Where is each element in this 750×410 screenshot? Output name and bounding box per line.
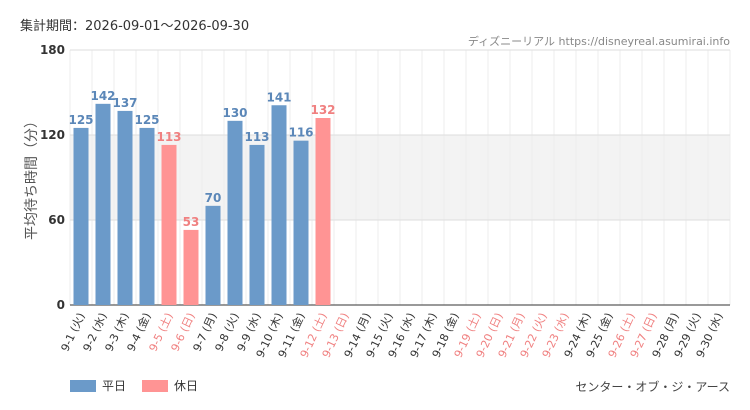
bar-value-label: 137: [112, 96, 137, 110]
legend-label-holiday: 休日: [174, 379, 199, 393]
bar[interactable]: [315, 118, 331, 305]
bar-value-label: 53: [183, 215, 200, 229]
bar-value-label: 125: [134, 113, 159, 127]
legend-swatch-weekday: [70, 379, 96, 392]
y-tick-label: 0: [57, 298, 65, 312]
bar[interactable]: [183, 229, 199, 305]
bar-value-label: 130: [222, 106, 247, 120]
bar[interactable]: [95, 103, 111, 305]
x-tick-labels: 9-1 (火)9-2 (水)9-3 (木)9-4 (金)9-5 (土)9-6 (…: [59, 310, 726, 359]
y-tick-label: 60: [48, 213, 65, 227]
bar[interactable]: [227, 120, 243, 305]
y-tick-label: 180: [40, 43, 65, 57]
bar[interactable]: [117, 110, 133, 306]
grid: [69, 49, 731, 306]
source-label: ディズニーリアル https://disneyreal.asumirai.inf…: [467, 35, 730, 48]
y-tick-labels: 0 60 120 180: [40, 43, 65, 312]
attraction-name: センター・オブ・ジ・アース: [575, 380, 730, 394]
bar-value-label: 116: [288, 126, 313, 140]
bar-value-label: 142: [90, 89, 115, 103]
bar[interactable]: [139, 127, 155, 306]
legend-label-weekday: 平日: [102, 379, 127, 393]
bar-value-label: 141: [266, 90, 291, 104]
bar-value-label: 113: [244, 130, 269, 144]
bar[interactable]: [271, 105, 287, 305]
bar[interactable]: [73, 127, 89, 306]
bar[interactable]: [161, 144, 177, 305]
bar-value-label: 70: [205, 191, 222, 205]
legend: 平日 休日: [70, 377, 214, 394]
bar-value-label: 132: [310, 103, 335, 117]
legend-swatch-holiday: [142, 379, 169, 392]
bar-value-label: 125: [68, 113, 93, 127]
y-axis-label: 平均待ち時間（分）: [24, 114, 40, 240]
bars: [73, 103, 331, 306]
bar[interactable]: [293, 140, 309, 305]
bar[interactable]: [249, 144, 265, 305]
period-label: 集計期間：2026-09-01～2026-09-30: [20, 19, 250, 34]
bar[interactable]: [205, 205, 221, 305]
legend-item-holiday[interactable]: 休日: [142, 377, 198, 394]
y-tick-label: 120: [40, 128, 65, 142]
bar-value-label: 113: [156, 130, 181, 144]
legend-item-weekday[interactable]: 平日: [70, 377, 126, 394]
